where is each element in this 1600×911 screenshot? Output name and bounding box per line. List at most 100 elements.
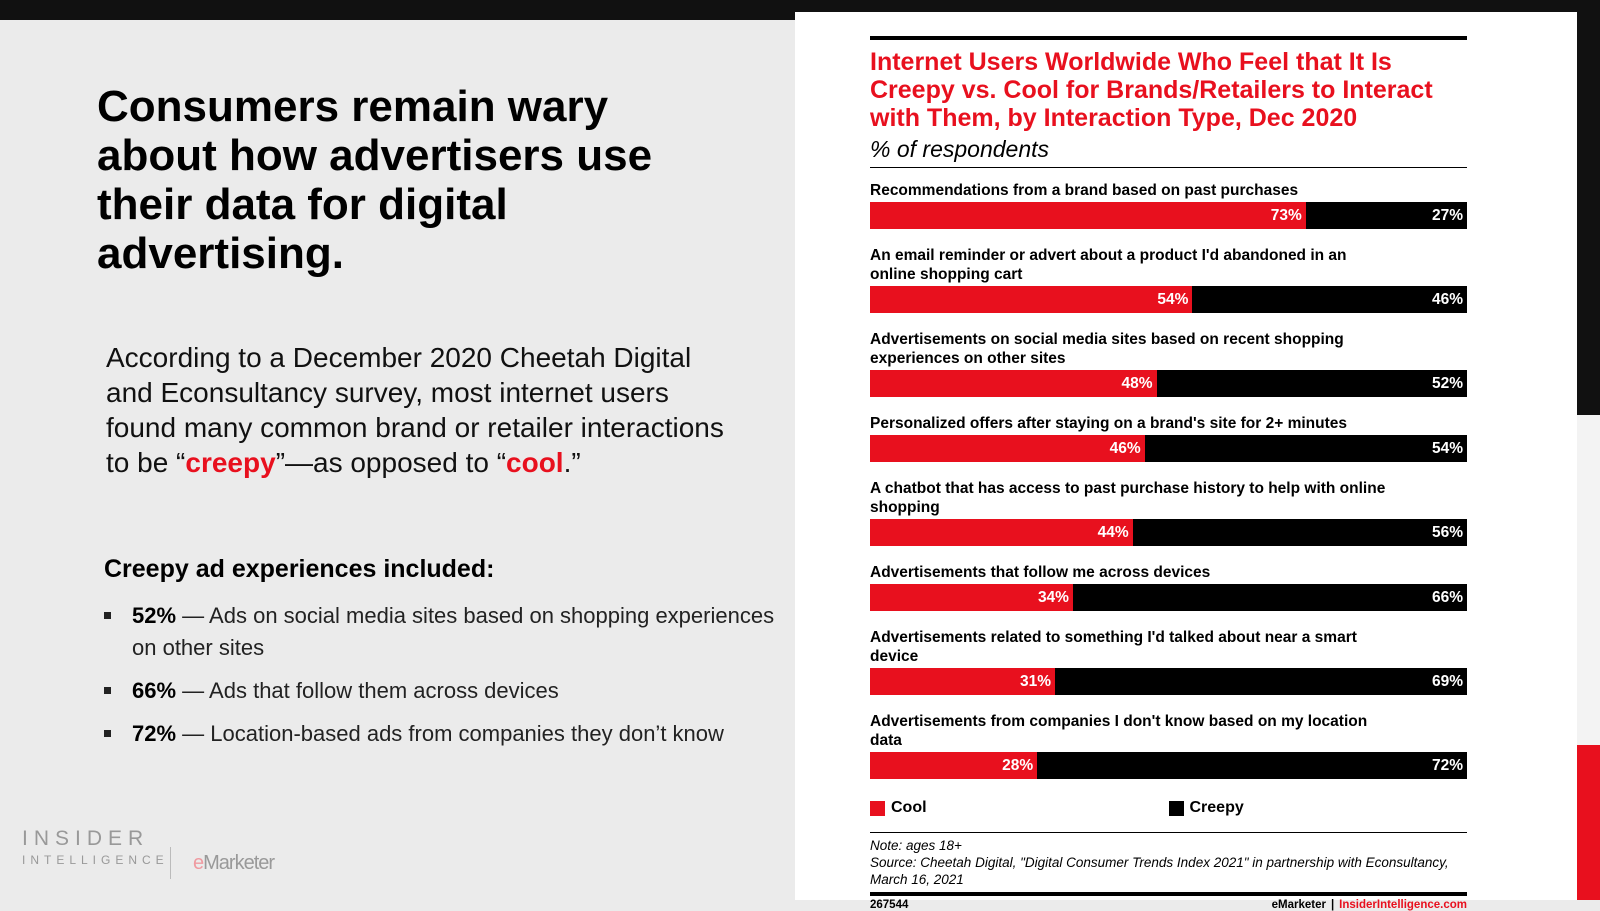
category-label: Advertisements on social media sites bas… [870,331,1344,367]
bar-row: Advertisements on social media sites bas… [870,330,1467,397]
data-label: 46% [1431,290,1463,308]
data-label: 56% [1431,523,1463,541]
data-label: 73% [1270,206,1302,224]
data-label: 46% [1109,439,1141,457]
legend-swatch [1168,800,1184,816]
stacked-bar: 31% 69% [870,668,1467,695]
data-label: 54% [1157,290,1189,308]
bar-segment-cool: 31% [870,668,1056,695]
bar-row: Recommendations from a brand based on pa… [870,181,1467,229]
chart-footer: 267544 eMarketer | InsiderIntelligence.com [870,892,1467,911]
category-label: Advertisements related to something I'd … [870,629,1357,665]
legend: Cool Creepy [870,796,1467,820]
bar-segment-creepy: 27% [1305,202,1467,229]
bullet-text: — Ads that follow them across devices [176,678,559,703]
category-label: A chatbot that has access to past purcha… [870,480,1386,516]
bar-row: A chatbot that has access to past purcha… [870,479,1467,546]
legend-swatch [870,800,885,816]
logo-e: e [193,852,204,874]
divider [870,36,1467,40]
edge-strip [1577,0,1600,415]
divider [870,167,1467,168]
footer-brand: eMarketer [1271,899,1326,911]
bullets-heading: Creepy ad experiences included: [104,555,495,583]
bar-segment-creepy: 69% [1055,668,1467,695]
category-label: Advertisements from companies I don't kn… [870,713,1368,749]
bar-row: Advertisements related to something I'd … [870,628,1467,695]
logo-line: INTELLIGENCE [22,853,169,867]
emarketer-logo: eMarketer [193,852,275,875]
bar-segment-cool: 28% [870,752,1038,779]
bullet-pct: 66% [132,678,177,703]
bullet-item: 52% — Ads on social media sites based on… [104,600,784,664]
bar-segment-creepy: 56% [1132,519,1467,546]
edge-strip [1577,745,1600,900]
bullet-pct: 52% [132,603,177,628]
body-text: According to a December 2020 Cheetah Dig… [106,342,724,478]
bullet-pct: 72% [132,721,177,746]
slide-body: According to a December 2020 Cheetah Dig… [106,340,726,480]
edge-strip [1577,415,1600,745]
note-text: Note: ages 18+ [870,838,962,853]
stacked-bar: 44% 56% [870,519,1467,546]
stacked-bar: 46% 54% [870,435,1467,462]
bar-segment-creepy: 66% [1072,584,1467,611]
bar-segment-creepy: 52% [1156,370,1467,397]
source-text: Source: Cheetah Digital, "Digital Consum… [870,855,1449,887]
bar-segment-cool: 73% [870,202,1306,229]
stacked-bar: 28% 72% [870,752,1467,779]
category-label: Recommendations from a brand based on pa… [870,182,1299,199]
bar-segment-cool: 54% [870,286,1193,313]
data-label: 28% [1002,756,1034,774]
creepy-highlight: creepy [185,447,276,478]
legend-item-creepy: Creepy [1168,799,1468,817]
bar-segment-cool: 46% [870,435,1145,462]
stacked-bar: 34% 66% [870,584,1467,611]
left-panel [0,20,795,900]
bullet-text: — Ads on social media sites based on sho… [132,603,775,660]
bar-segment-creepy: 46% [1192,286,1467,313]
data-label: 66% [1431,588,1463,606]
legend-label: Cool [891,799,927,816]
bar-row: Advertisements from companies I don't kn… [870,712,1467,779]
bar-row: Advertisements that follow me across dev… [870,563,1467,611]
data-label: 52% [1431,374,1463,392]
chart-title: Internet Users Worldwide Who Feel that I… [870,48,1433,132]
logo-line: INSIDER [22,827,150,850]
bar-segment-cool: 48% [870,370,1157,397]
logo-text: Marketer [203,852,275,874]
chart-id: 267544 [870,899,909,911]
data-label: 48% [1121,374,1153,392]
logo-divider [170,847,171,879]
body-text: .” [563,447,581,478]
data-label: 72% [1431,756,1463,774]
legend-item-cool: Cool [870,799,1169,817]
data-label: 27% [1431,206,1463,224]
legend-label: Creepy [1189,799,1244,816]
footer-separator: | [1330,899,1335,911]
chart-rows: Recommendations from a brand based on pa… [870,181,1467,779]
bar-row: Personalized offers after staying on a b… [870,414,1467,462]
bullet-list: 52% — Ads on social media sites based on… [104,600,784,761]
data-label: 31% [1020,672,1052,690]
bar-chart: Internet Users Worldwide Who Feel that I… [870,36,1467,911]
category-label: Advertisements that follow me across dev… [870,564,1211,581]
body-text: ”—as opposed to “ [275,447,507,478]
data-label: 54% [1431,439,1463,457]
bar-segment-cool: 34% [870,584,1073,611]
stacked-bar: 54% 46% [870,286,1467,313]
cool-highlight: cool [506,447,564,478]
category-label: An email reminder or advert about a prod… [870,247,1347,283]
bar-segment-cool: 44% [870,519,1133,546]
stacked-bar: 48% 52% [870,370,1467,397]
bullet-text: — Location-based ads from companies they… [176,721,724,746]
data-label: 69% [1431,672,1463,690]
category-label: Personalized offers after staying on a b… [870,415,1347,432]
chart-subtitle: % of respondents [870,136,1050,162]
chart-notes: Note: ages 18+ Source: Cheetah Digital, … [870,832,1467,888]
insider-intelligence-logo: INSIDER INTELLIGENCE [22,827,169,867]
stacked-bar: 73% 27% [870,202,1467,229]
bar-segment-creepy: 54% [1144,435,1467,462]
bar-segment-creepy: 72% [1037,752,1467,779]
bullet-item: 72% — Location-based ads from companies … [104,718,784,750]
